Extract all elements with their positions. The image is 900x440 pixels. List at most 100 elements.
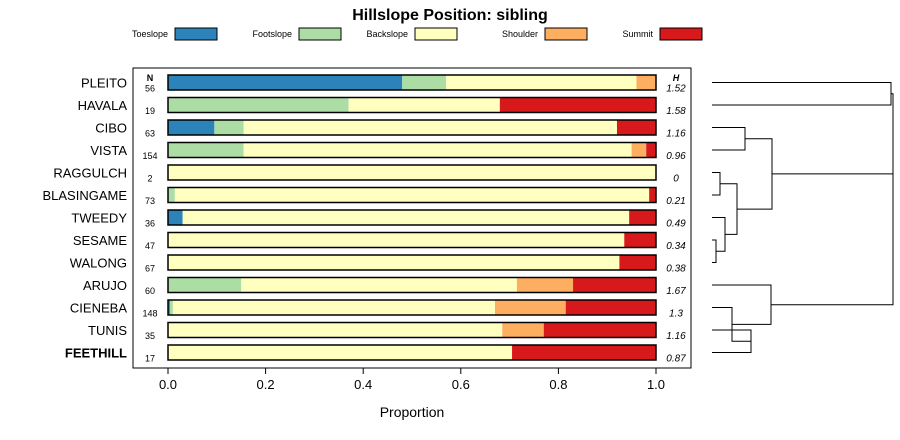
bar-outline xyxy=(167,321,657,339)
dendrogram-branch xyxy=(712,239,717,263)
row-label: FEETHILL xyxy=(65,346,127,361)
bar-segment xyxy=(629,210,656,225)
row-label: CIBO xyxy=(95,121,127,136)
bar-segment xyxy=(543,322,656,338)
bar-segment xyxy=(168,255,620,270)
dendrogram-branch xyxy=(891,93,894,240)
legend-label: Shoulder xyxy=(502,29,538,39)
n-value: 154 xyxy=(142,151,157,161)
row-label: PLEITO xyxy=(81,76,127,91)
legend-swatch xyxy=(298,27,342,41)
bar-segment xyxy=(168,210,183,225)
row-label: ARUJO xyxy=(83,278,127,293)
bar-segment xyxy=(516,277,574,293)
row-label: RAGGULCH xyxy=(53,166,127,181)
bar-segment xyxy=(646,142,656,158)
legend-swatch xyxy=(659,27,703,41)
bar-segment xyxy=(168,142,244,158)
x-tick-label: 1.0 xyxy=(647,377,665,392)
x-tick-label: 0.6 xyxy=(452,377,470,392)
n-value: 17 xyxy=(145,354,155,364)
h-value: 0.38 xyxy=(666,264,686,275)
n-value: 56 xyxy=(145,84,155,94)
h-value: 0.21 xyxy=(666,196,685,207)
dendrogram-branch xyxy=(771,173,894,306)
h-value: 1.3 xyxy=(669,309,683,320)
bar-segment xyxy=(241,277,517,293)
bar-outline xyxy=(167,141,657,159)
n-header: N xyxy=(147,73,154,83)
dendrogram-branch xyxy=(720,183,738,235)
bar-segment xyxy=(182,210,630,225)
bar-segment xyxy=(494,300,566,315)
row-label: TUNIS xyxy=(88,323,127,338)
bar-outline xyxy=(167,276,657,294)
bar-outline xyxy=(167,186,657,204)
bar-segment xyxy=(619,255,656,270)
bar-segment xyxy=(168,75,403,90)
legend-swatch xyxy=(544,27,588,41)
dendrogram-branch xyxy=(712,172,721,196)
n-value: 35 xyxy=(145,331,155,341)
x-tick-label: 0.4 xyxy=(354,377,372,392)
h-value: 1.16 xyxy=(666,129,686,140)
n-value: 67 xyxy=(145,264,155,274)
bar-segment xyxy=(168,345,513,360)
x-tick-label: 0.2 xyxy=(257,377,275,392)
bar-segment xyxy=(573,277,656,293)
h-value: 1.67 xyxy=(666,286,686,297)
plot-area xyxy=(132,67,692,369)
n-value: 63 xyxy=(145,129,155,139)
row-label: BLASINGAME xyxy=(42,188,127,203)
bar-segment xyxy=(499,97,656,113)
row-label: WALONG xyxy=(70,256,127,271)
n-value: 19 xyxy=(145,106,155,116)
bar-segment xyxy=(243,120,617,135)
bar-segment xyxy=(624,232,656,248)
n-value: 36 xyxy=(145,219,155,229)
bar-segment xyxy=(348,97,500,113)
dendrogram-branch xyxy=(712,284,772,325)
bar-segment xyxy=(168,187,175,203)
legend-swatch xyxy=(174,27,218,41)
bar-outline xyxy=(167,299,657,316)
n-value: 73 xyxy=(145,196,155,206)
row-label: VISTA xyxy=(90,143,127,158)
bar-segment xyxy=(243,142,632,158)
h-value: 0.87 xyxy=(666,354,686,365)
row-label: TWEEDY xyxy=(71,211,127,226)
bar-outline xyxy=(167,231,657,249)
legend-swatch xyxy=(414,27,458,41)
dendrogram xyxy=(712,82,894,353)
bar-segment xyxy=(631,142,647,158)
x-tick-label: 0.8 xyxy=(549,377,567,392)
h-value: 1.52 xyxy=(666,84,686,95)
n-value: 2 xyxy=(147,174,152,184)
h-header: H xyxy=(673,73,680,83)
bar-outline xyxy=(167,344,657,361)
bar-segment xyxy=(168,120,215,135)
h-value: 0.34 xyxy=(666,241,686,252)
bar-outline xyxy=(167,254,657,271)
h-value: 1.16 xyxy=(666,331,686,342)
bar-segment xyxy=(174,187,650,203)
bar-segment xyxy=(168,322,503,338)
row-label: CIENEBA xyxy=(70,301,127,316)
bar-segment xyxy=(214,120,244,135)
legend-label: Backslope xyxy=(366,29,408,39)
n-value: 60 xyxy=(145,286,155,296)
n-value: 148 xyxy=(142,309,157,319)
bar-outline xyxy=(167,164,657,181)
bar-segment xyxy=(649,187,656,203)
bar-segment xyxy=(168,277,242,293)
x-axis: 0.0 0.2 0.4 0.6 0.8 1.0 xyxy=(159,368,665,392)
bar-segment xyxy=(169,300,173,315)
bar-outline xyxy=(167,209,657,226)
bar-segment xyxy=(168,300,170,315)
x-axis-label: Proportion xyxy=(380,404,445,420)
legend-label: Toeslope xyxy=(132,29,168,39)
h-value: 0.96 xyxy=(666,151,686,162)
bar-segment xyxy=(168,165,656,180)
bar-outline xyxy=(167,119,657,136)
